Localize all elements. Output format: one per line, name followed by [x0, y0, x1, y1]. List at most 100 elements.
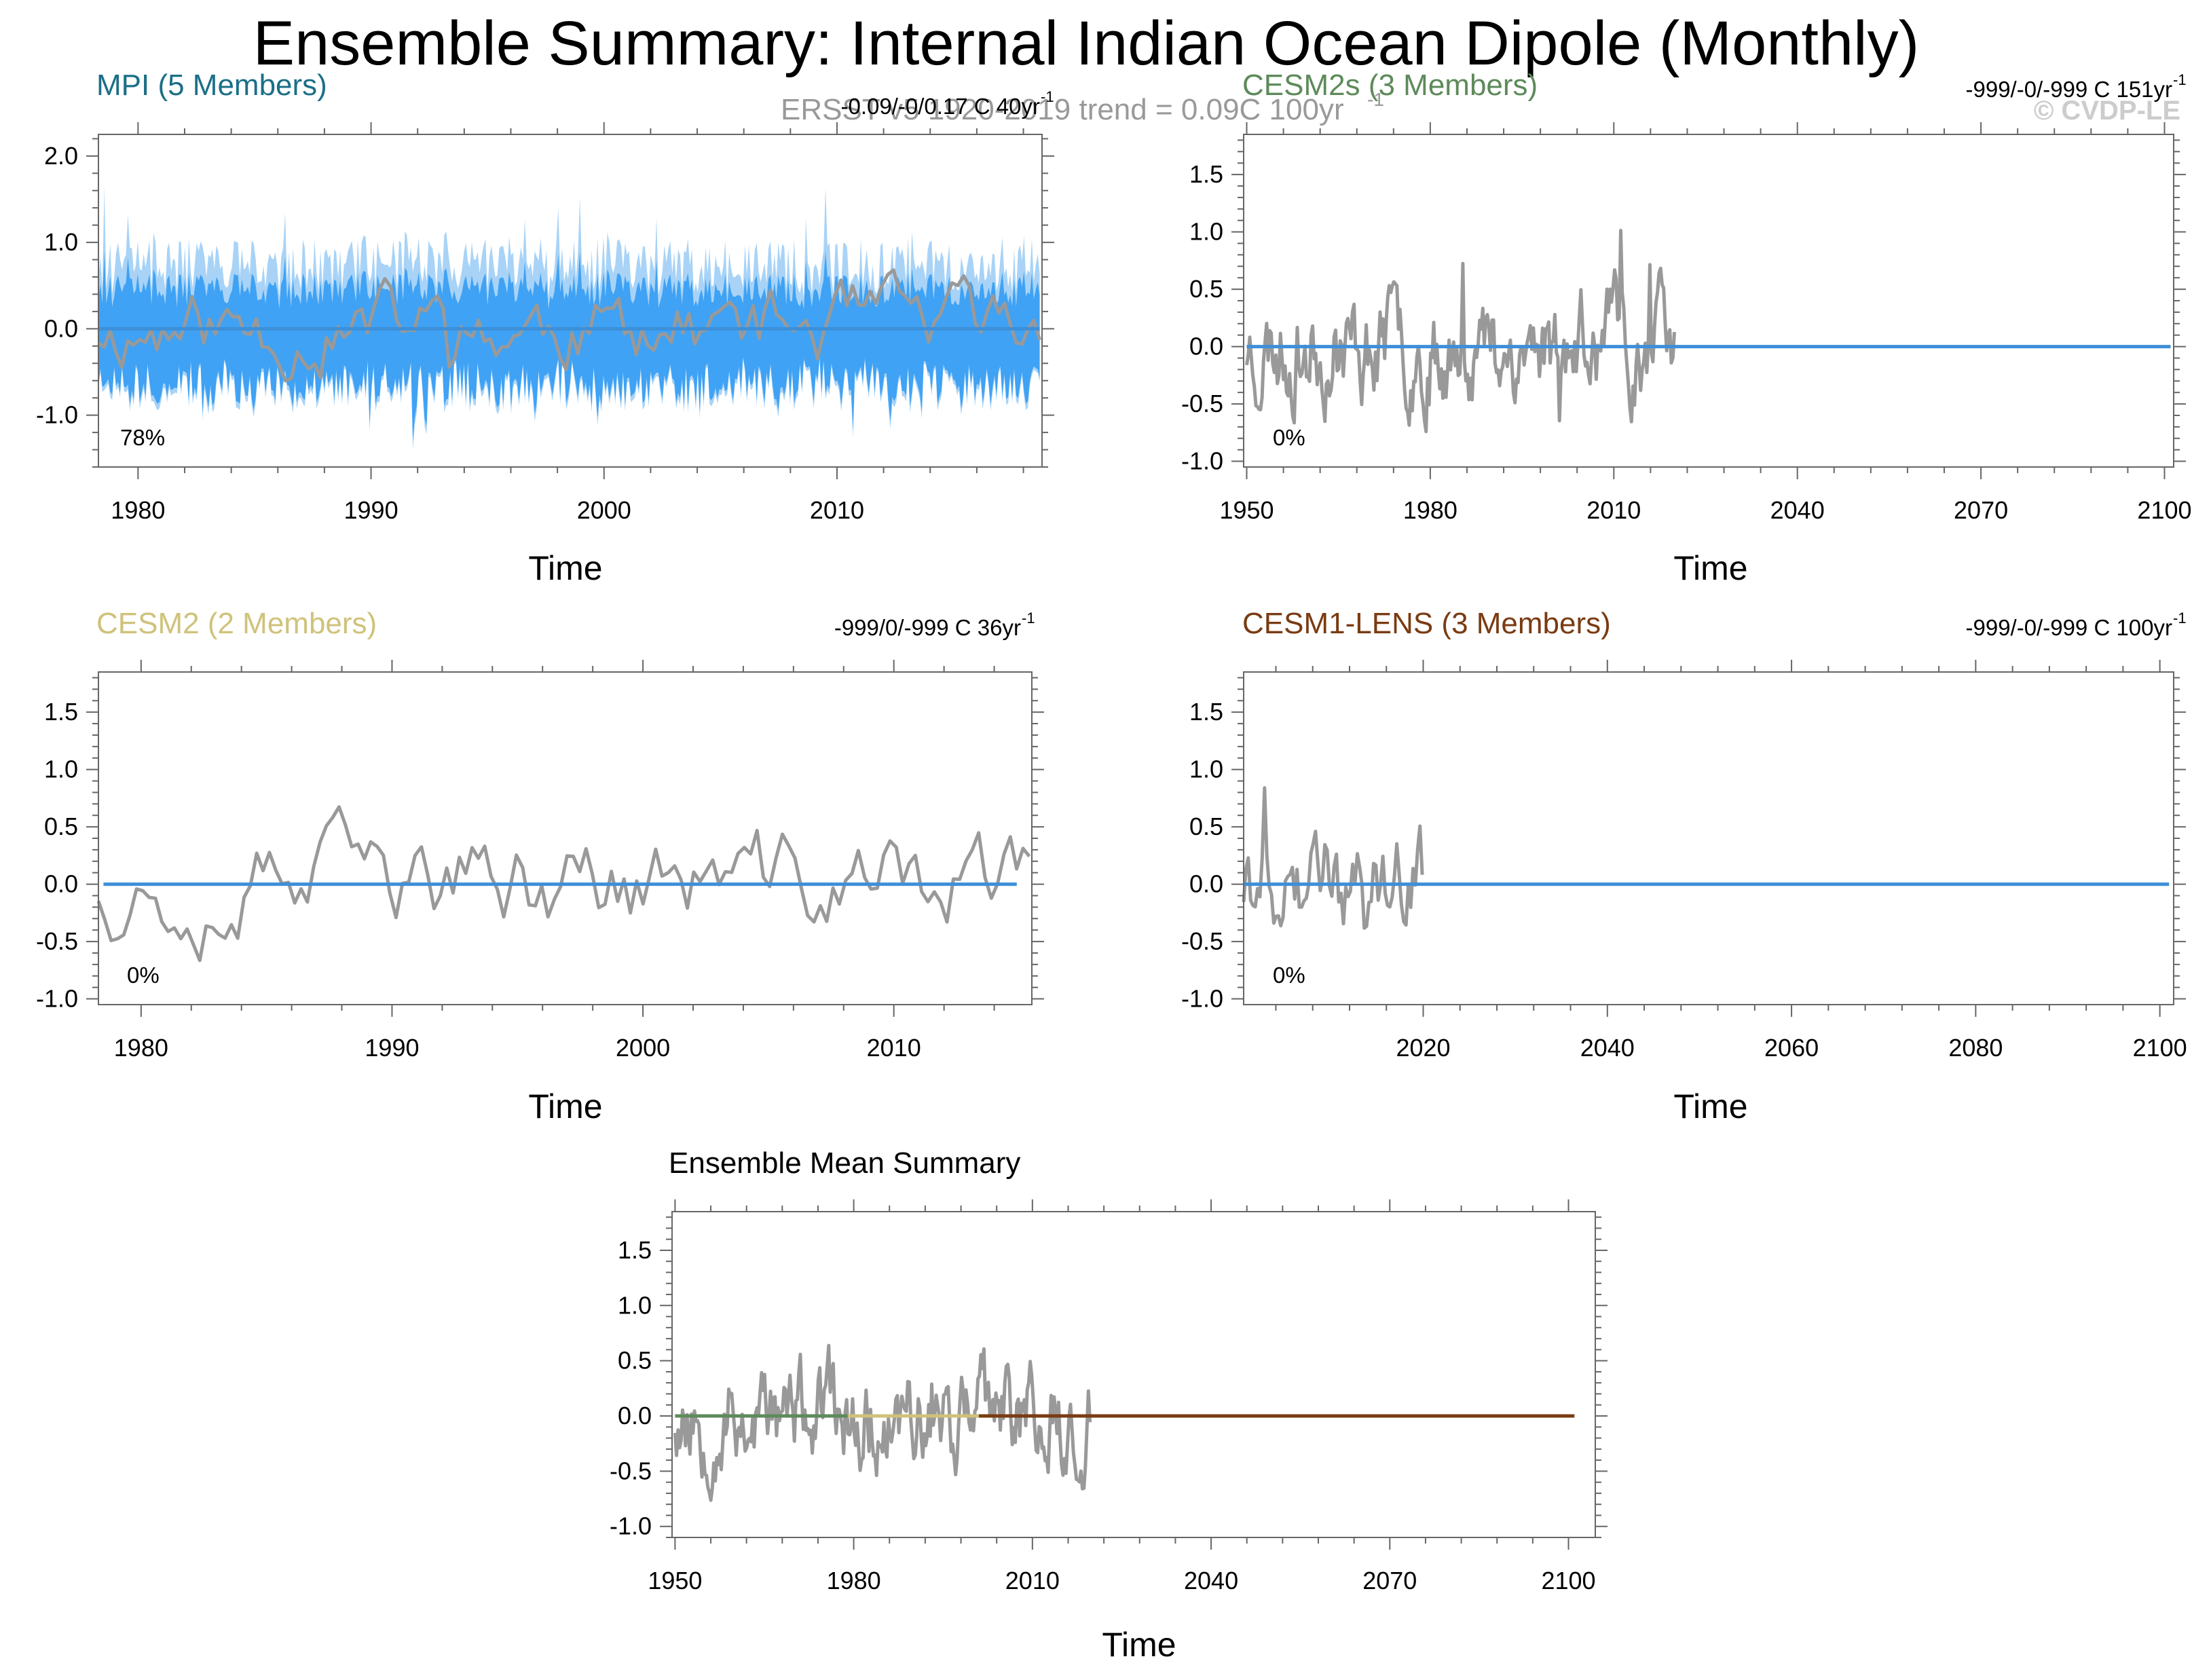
panel-ensemble-mean-summary: Ensemble Mean Summary -1.0 -0.5 0.0 0.5 1.0 1… [610, 1146, 1608, 1664]
y-tick-label: 1.5 [1189, 698, 1223, 726]
y-tick-label: 0.5 [618, 1347, 652, 1375]
panel-mpi: MPI (5 Members) -0.09/-0/0.17 C 40yr -1 … [36, 69, 1054, 587]
plot-frame [1243, 134, 2174, 468]
panel-cesm2s: CESM2s (3 Members) -999/-0/-999 C 151yr … [1181, 69, 2192, 587]
x-axis-label: Time [1102, 1626, 1176, 1664]
x-axis-label: Time [1673, 549, 1747, 587]
x-tick-label: 1980 [111, 496, 165, 524]
x-tick-label: 1990 [344, 496, 398, 524]
figure-title: Ensemble Summary: Internal Indian Ocean … [253, 9, 1919, 78]
plot-frame [98, 134, 1043, 468]
y-tick-label: -1.0 [1181, 447, 1223, 475]
x-tick-label: 2020 [1396, 1034, 1450, 1062]
trend-label: -999/-0/-999 C 100yr -1 [1966, 610, 2187, 640]
panel-title: MPI (5 Members) [96, 69, 327, 102]
y-tick-label: -1.0 [36, 401, 78, 429]
x-tick-label: 2070 [1362, 1567, 1417, 1594]
panel-title: CESM2 (2 Members) [96, 607, 377, 640]
plot-frame [671, 1211, 1596, 1538]
trend-label: -0.09/-0/0.17 C 40yr -1 [841, 88, 1054, 119]
trend-label: -999/-0/-999 C 151yr -1 [1966, 71, 2187, 102]
y-tick-label: 0.0 [1189, 870, 1223, 898]
series-observed-line [673, 1343, 1092, 1502]
x-tick-label: 2100 [2137, 496, 2191, 524]
trend-label-text: -999/-0/-999 C 151yr [1966, 77, 2173, 102]
trend-label-sup: -1 [1022, 610, 1035, 627]
y-tick-label: -0.5 [1181, 390, 1223, 417]
x-tick-label: 1950 [648, 1567, 702, 1594]
y-tick-label: 0.0 [44, 314, 78, 342]
observation-note: ERSST v5 1920-2019 trend = 0.09C 100yr -… [781, 89, 1384, 126]
x-tick-label: 2080 [1948, 1034, 2003, 1062]
panel-cesm2: CESM2 (2 Members) -999/0/-999 C 36yr -1 … [36, 607, 1044, 1125]
y-tick-label: -1.0 [36, 985, 78, 1013]
y-tick-label: 1.5 [618, 1236, 652, 1264]
x-tick-label: 2100 [2133, 1034, 2187, 1062]
y-tick-label: 0.0 [1189, 333, 1223, 360]
trend-label-sup: -1 [2173, 71, 2187, 88]
panel-title: Ensemble Mean Summary [669, 1146, 1020, 1180]
plot-area: -1.0 0.0 1.0 2.0 1980 1990 2000 2010 [36, 122, 1054, 524]
trend-label-text: -999/0/-999 C 36yr [834, 615, 1021, 640]
y-tick-label: 1.0 [44, 755, 78, 783]
percent-label: 0% [1273, 425, 1305, 450]
percent-label: 0% [1273, 963, 1305, 988]
x-tick-label: 2010 [810, 496, 864, 524]
observation-note-sup: -1 [1367, 89, 1384, 110]
x-tick-label: 2070 [1954, 496, 2008, 524]
plot-area: -1.0 -0.5 0.0 0.5 1.0 1.5 1980 1990 2000 2010 [36, 660, 1044, 1062]
y-tick-label: 1.0 [1189, 755, 1223, 783]
series-observed-line [1242, 786, 1424, 930]
x-tick-label: 2000 [616, 1034, 670, 1062]
y-tick-label: 0.0 [44, 870, 78, 898]
x-tick-label: 2040 [1580, 1034, 1635, 1062]
y-tick-label: 1.0 [44, 228, 78, 256]
panel-title: CESM1-LENS (3 Members) [1242, 607, 1611, 640]
x-axis-label: Time [1673, 1087, 1747, 1125]
y-tick-label: 0.5 [1189, 275, 1223, 303]
x-tick-label: 2100 [1541, 1567, 1595, 1594]
plot-area: -1.0 -0.5 0.0 0.5 1.0 1.5 1950 1980 2010 2040 2070… [610, 1199, 1608, 1594]
x-tick-label: 2000 [577, 496, 631, 524]
y-tick-label: 0.0 [618, 1402, 652, 1430]
x-tick-label: 1980 [1403, 496, 1457, 524]
x-tick-label: 2060 [1764, 1034, 1819, 1062]
series-observed-line [97, 268, 1041, 383]
x-tick-label: 2010 [1005, 1567, 1060, 1594]
trend-label-sup: -1 [1041, 88, 1054, 105]
y-tick-label: -0.5 [610, 1457, 652, 1485]
x-tick-label: 1980 [114, 1034, 168, 1062]
x-tick-label: 2040 [1184, 1567, 1238, 1594]
y-tick-label: 0.5 [1189, 813, 1223, 840]
y-tick-label: -0.5 [1181, 927, 1223, 955]
x-tick-label: 1980 [827, 1567, 881, 1594]
y-tick-label: 1.5 [1189, 160, 1223, 188]
trend-label: -999/0/-999 C 36yr -1 [834, 610, 1035, 640]
trend-label-text: -999/-0/-999 C 100yr [1966, 615, 2173, 640]
trend-label-text: -0.09/-0/0.17 C 40yr [841, 94, 1041, 119]
trend-label-sup: -1 [2173, 610, 2187, 627]
panel-cesm1-lens: CESM1-LENS (3 Members) -999/-0/-999 C 10… [1181, 607, 2187, 1125]
y-tick-label: 2.0 [44, 142, 78, 170]
panel-title: CESM2s (3 Members) [1242, 69, 1538, 102]
x-axis-label: Time [528, 1087, 602, 1125]
x-axis-label: Time [528, 549, 602, 587]
y-tick-label: -1.0 [610, 1512, 652, 1540]
y-tick-label: 1.0 [618, 1291, 652, 1319]
series-observed-line [96, 805, 1031, 963]
watermark: © CVDP-LE [2034, 96, 2180, 126]
x-tick-label: 1990 [365, 1034, 419, 1062]
x-tick-label: 1950 [1219, 496, 1274, 524]
series-observed-line [1245, 229, 1676, 434]
y-tick-label: -1.0 [1181, 985, 1223, 1013]
x-tick-label: 2010 [867, 1034, 921, 1062]
plot-area: -1.0 -0.5 0.0 0.5 1.0 1.5 2020 2040 2060 2080 2100 [1181, 660, 2187, 1062]
plot-frame [98, 671, 1033, 1005]
y-tick-label: -0.5 [36, 927, 78, 955]
plot-frame [1243, 671, 2174, 1005]
y-tick-label: 0.5 [44, 813, 78, 840]
observation-note-text: ERSST v5 1920-2019 trend = 0.09C 100yr [781, 93, 1344, 126]
percent-label: 78% [120, 425, 165, 450]
percent-label: 0% [127, 963, 160, 988]
x-tick-label: 2040 [1770, 496, 1825, 524]
